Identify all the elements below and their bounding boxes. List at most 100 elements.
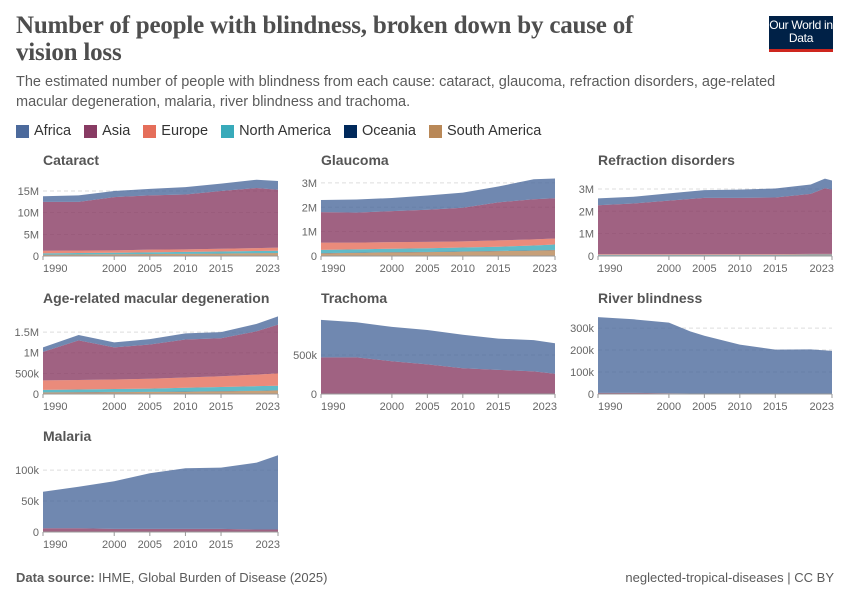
x-tick-label: 2000 [102,539,126,551]
area-asia [321,357,555,394]
y-tick-label: 2M [579,206,594,218]
y-tick-label: 0 [588,389,594,401]
x-tick-label: 2005 [692,263,716,275]
x-tick-label: 2005 [415,263,439,275]
area-north-america [43,385,278,393]
footer-right[interactable]: neglected-tropical-diseases | CC BY [625,570,834,585]
x-tick-label: 2023 [533,263,557,275]
area-north-america [321,244,555,254]
panel-cataract: Cataract 0 5M 10M 15M 1990 2000 2005 2010 2015 202… [18,152,280,275]
x-tick-label: 2000 [657,263,681,275]
y-tick-label: 3M [302,178,317,190]
area-oceania [43,390,278,393]
y-tick-label: 1M [579,229,594,241]
x-tick-label: 2023 [810,263,834,275]
panel-trachoma: Trachoma 0 500k 1990 2000 2005 2010 2015 2023 [293,290,557,413]
legend-item-africa[interactable]: Africa [16,123,71,139]
area-africa [43,455,278,530]
x-tick-label: 2015 [763,401,787,413]
legend-label: Europe [161,123,209,139]
x-tick-label: 2015 [486,263,510,275]
legend-item-europe[interactable]: Europe [143,123,208,139]
panel-title: Refraction disorders [598,152,735,168]
y-tick-label: 0 [33,527,39,539]
panel-malaria: Malaria 0 50k 100k 1990 2000 2005 2010 2015 2023 [15,428,280,551]
legend-swatch [343,124,357,138]
area-south-america [321,250,555,256]
panel-title: Malaria [43,428,91,444]
legend-item-oceania[interactable]: Oceania [343,123,416,139]
data-source: Data source: IHME, Global Burden of Dise… [16,570,327,585]
area-africa [43,316,278,352]
area-north-america [598,254,832,256]
x-tick-label: 1990 [43,263,67,275]
panel-title: River blindness [598,290,702,306]
panel-refraction-disorders: Refraction disorders 0 1M 2M 3M 1990 2000 2005 2… [579,152,834,275]
x-tick-label: 2010 [173,263,197,275]
x-tick-label: 2015 [486,401,510,413]
x-tick-label: 2000 [380,401,404,413]
subtitle: The estimated number of people with blin… [16,74,776,110]
area-africa [598,317,832,394]
panel-age-related-macular-degeneration: Age-related macular degeneration 0 500k 1M 1… [15,290,280,413]
y-tick-label: 1M [302,227,317,239]
x-tick-label: 2005 [415,401,439,413]
area-europe [43,373,278,390]
area-africa [598,178,832,206]
legend-swatch [143,124,157,138]
y-tick-label: 100k [570,367,594,379]
legend: Africa Asia Europe North America Oceania… [16,123,541,139]
y-tick-label: 300k [570,323,594,335]
legend-item-north-america[interactable]: North America [221,123,331,139]
source-link[interactable]: IHME, Global Burden of Disease (2025) [98,570,328,585]
y-tick-label: 5M [24,229,39,241]
legend-label: Asia [102,123,131,139]
y-tick-label: 15M [18,186,39,198]
y-tick-label: 500k [293,350,317,362]
x-tick-label: 2005 [138,539,162,551]
y-tick-label: 200k [570,345,594,357]
area-north-america [43,250,278,255]
owid-logo[interactable]: Our World in Data [769,16,833,52]
x-tick-label: 2015 [209,263,233,275]
panel-title: Age-related macular degeneration [43,290,269,306]
x-tick-label: 1990 [321,263,345,275]
legend-label: South America [446,123,542,139]
x-tick-label: 2015 [209,401,233,413]
area-south-america [43,390,278,394]
y-tick-label: 0 [311,251,317,263]
y-tick-label: 1M [24,348,39,360]
y-tick-label: 0 [311,389,317,401]
legend-label: Oceania [361,123,416,139]
panel-title: Cataract [43,152,99,168]
x-tick-label: 2023 [256,401,280,413]
x-tick-label: 2010 [173,401,197,413]
legend-label: North America [239,123,331,139]
x-tick-label: 1990 [43,401,67,413]
x-tick-label: 1990 [598,401,622,413]
y-tick-label: 2M [302,202,317,214]
x-tick-label: 2015 [209,539,233,551]
x-tick-label: 1990 [598,263,622,275]
area-africa [43,179,278,202]
x-tick-label: 2000 [657,401,681,413]
legend-swatch [221,124,235,138]
area-africa [321,319,555,374]
x-tick-label: 2000 [102,401,126,413]
x-tick-label: 2010 [728,263,752,275]
area-europe [321,238,555,250]
page-title: Number of people with blindness, broken … [16,12,634,66]
x-tick-label: 2023 [533,401,557,413]
area-asia [598,392,832,394]
legend-swatch [84,124,98,138]
legend-item-south-america[interactable]: South America [428,123,542,139]
legend-item-asia[interactable]: Asia [84,123,130,139]
y-tick-label: 10M [18,208,39,220]
x-tick-label: 2000 [380,263,404,275]
area-asia [43,187,278,251]
legend-swatch [16,124,29,138]
area-europe [43,247,278,254]
x-tick-label: 1990 [321,401,345,413]
area-africa [321,178,555,213]
